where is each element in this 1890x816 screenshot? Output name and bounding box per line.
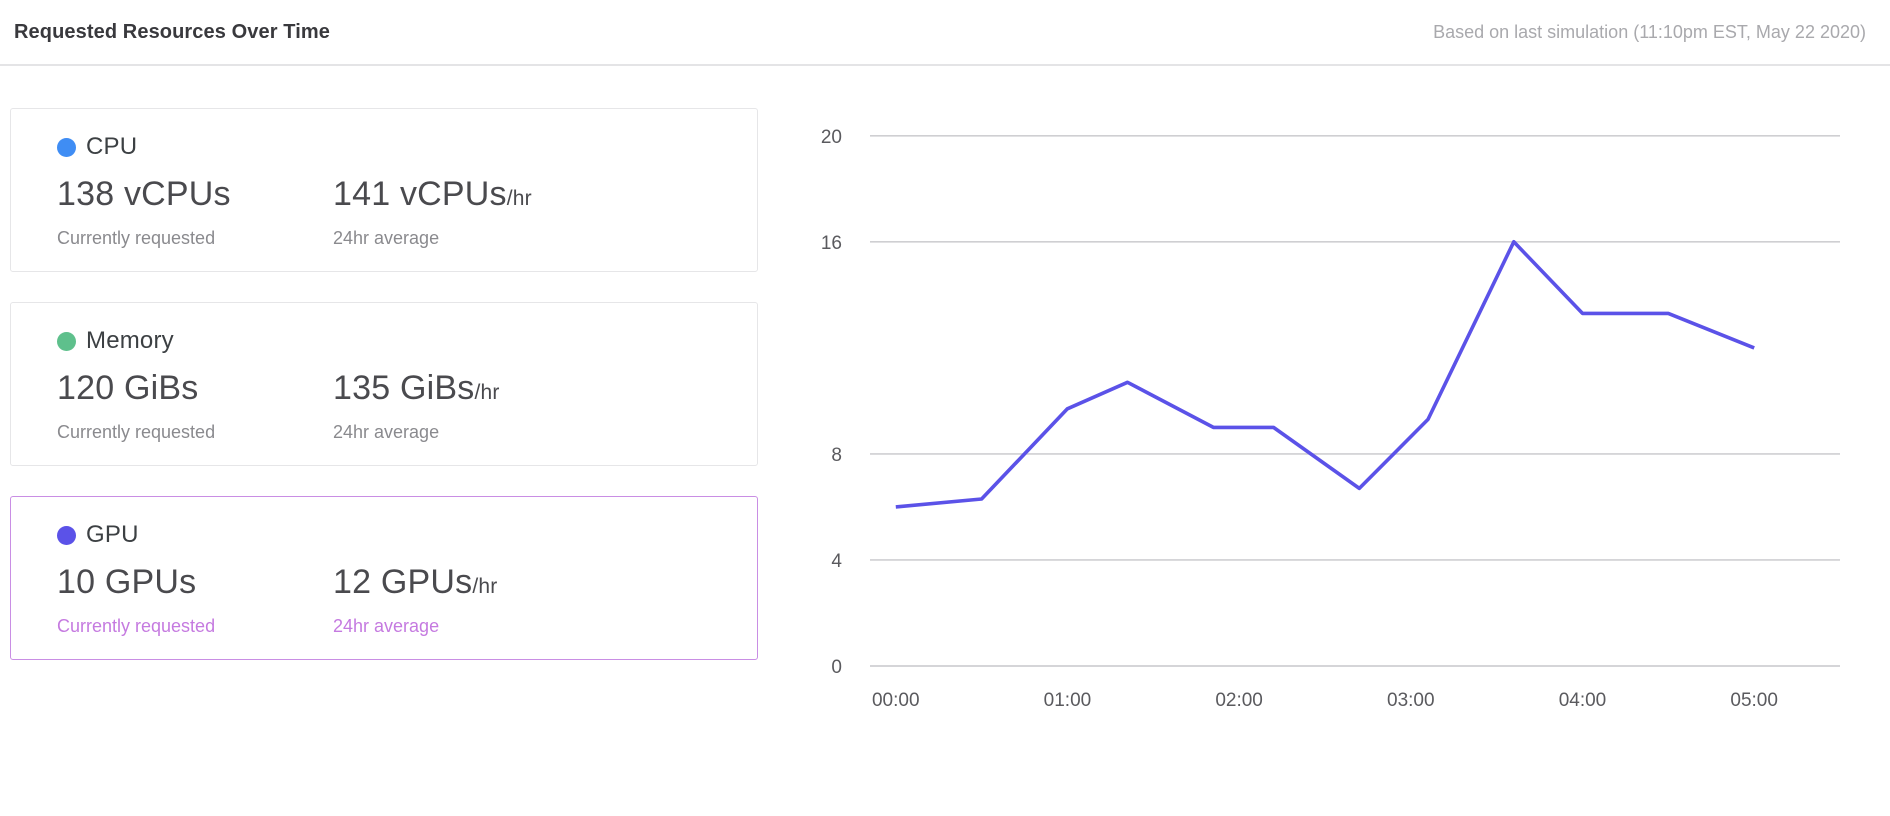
- xtick-label-04:00: 04:00: [1559, 690, 1607, 711]
- xtick-label-00:00: 00:00: [872, 690, 920, 711]
- xtick-label-05:00: 05:00: [1730, 690, 1778, 711]
- ytick-label-8: 8: [831, 445, 842, 466]
- gpu-color-dot-icon: [57, 525, 76, 545]
- metric-average-value-memory: 135 GiBs/hr: [333, 369, 609, 408]
- card-header-memory: Memory: [57, 327, 757, 355]
- page-body: CPU 138 vCPUs Currently requested 141 vC…: [0, 66, 1890, 816]
- page-title: Requested Resources Over Time: [14, 20, 330, 43]
- metric-average-memory: 135 GiBs/hr 24hr average: [333, 369, 609, 443]
- metric-current-gpu: 10 GPUs Currently requested: [57, 563, 333, 637]
- resource-line-chart[interactable]: 0 4 8 16 20 00:00 01:00 02:00 03:00 04:00 05:00: [780, 76, 1860, 776]
- metric-current-value-cpu: 138 vCPUs: [57, 175, 231, 213]
- card-title-gpu: GPU: [86, 521, 139, 549]
- metric-current-label-gpu: Currently requested: [57, 616, 216, 637]
- xtick-label-01:00: 01:00: [1044, 690, 1092, 711]
- metric-average-label-memory: 24hr average: [333, 422, 440, 443]
- metric-current-memory: 120 GiBs Currently requested: [57, 369, 333, 443]
- metric-average-label-gpu: 24hr average: [333, 616, 440, 637]
- metric-average-gpu: 12 GPUs/hr 24hr average: [333, 563, 609, 637]
- metric-average-number-cpu: 141 vCPUs: [333, 175, 507, 213]
- resource-card-list: CPU 138 vCPUs Currently requested 141 vC…: [0, 66, 770, 816]
- chart-panel: 0 4 8 16 20 00:00 01:00 02:00 03:00 04:00 05:00: [770, 66, 1890, 816]
- page-header: Requested Resources Over Time Based on l…: [0, 0, 1890, 66]
- metric-average-unit-cpu: /hr: [506, 187, 532, 210]
- metric-average-value-gpu: 12 GPUs/hr: [333, 563, 609, 602]
- memory-color-dot-icon: [57, 331, 76, 351]
- card-header-cpu: CPU: [57, 133, 757, 161]
- chart-ytick-labels: 0 4 8 16 20: [821, 127, 843, 678]
- card-title-memory: Memory: [86, 327, 174, 355]
- card-metrics-gpu: 10 GPUs Currently requested 12 GPUs/hr 2…: [57, 563, 757, 637]
- card-metrics-cpu: 138 vCPUs Currently requested 141 vCPUs/…: [57, 175, 757, 249]
- gpu-data-line: [895, 240, 1755, 509]
- resource-card-gpu[interactable]: GPU 10 GPUs Currently requested 12 GPUs/…: [10, 496, 758, 661]
- metric-current-label-memory: Currently requested: [57, 422, 216, 443]
- metric-average-unit-memory: /hr: [474, 381, 500, 405]
- metric-current-label-cpu: Currently requested: [57, 228, 216, 249]
- metric-average-number-gpu: 12 GPUs: [333, 563, 473, 602]
- ytick-label-0: 0: [831, 657, 842, 678]
- xtick-label-02:00: 02:00: [1215, 690, 1263, 711]
- ytick-label-4: 4: [831, 551, 842, 572]
- xtick-label-03:00: 03:00: [1387, 690, 1435, 711]
- card-title-cpu: CPU: [86, 133, 138, 160]
- line-chart-svg: 0 4 8 16 20 00:00 01:00 02:00 03:00 04:00 05:00: [821, 127, 1840, 711]
- chart-gridlines: [870, 134, 1840, 667]
- metric-average-value-cpu: 141 vCPUs/hr: [333, 175, 609, 214]
- metric-average-number-memory: 135 GiBs: [333, 369, 475, 408]
- metric-average-label-cpu: 24hr average: [333, 228, 440, 249]
- cpu-color-dot-icon: [57, 137, 76, 157]
- metric-average-unit-gpu: /hr: [472, 575, 498, 599]
- metric-current-cpu: 138 vCPUs Currently requested: [57, 175, 333, 249]
- card-header-gpu: GPU: [57, 521, 757, 549]
- chart-xtick-labels: 00:00 01:00 02:00 03:00 04:00 05:00: [872, 690, 1778, 711]
- metric-average-cpu: 141 vCPUs/hr 24hr average: [333, 175, 609, 249]
- ytick-label-20: 20: [821, 127, 842, 148]
- resource-card-memory[interactable]: Memory 120 GiBs Currently requested 135 …: [10, 302, 758, 467]
- simulation-timestamp: Based on last simulation (11:10pm EST, M…: [1433, 21, 1866, 42]
- card-metrics-memory: 120 GiBs Currently requested 135 GiBs/hr…: [57, 369, 757, 443]
- ytick-label-16: 16: [821, 233, 842, 254]
- resource-card-cpu[interactable]: CPU 138 vCPUs Currently requested 141 vC…: [10, 108, 758, 273]
- metric-current-value-memory: 120 GiBs: [57, 369, 199, 408]
- metric-current-value-gpu: 10 GPUs: [57, 563, 197, 602]
